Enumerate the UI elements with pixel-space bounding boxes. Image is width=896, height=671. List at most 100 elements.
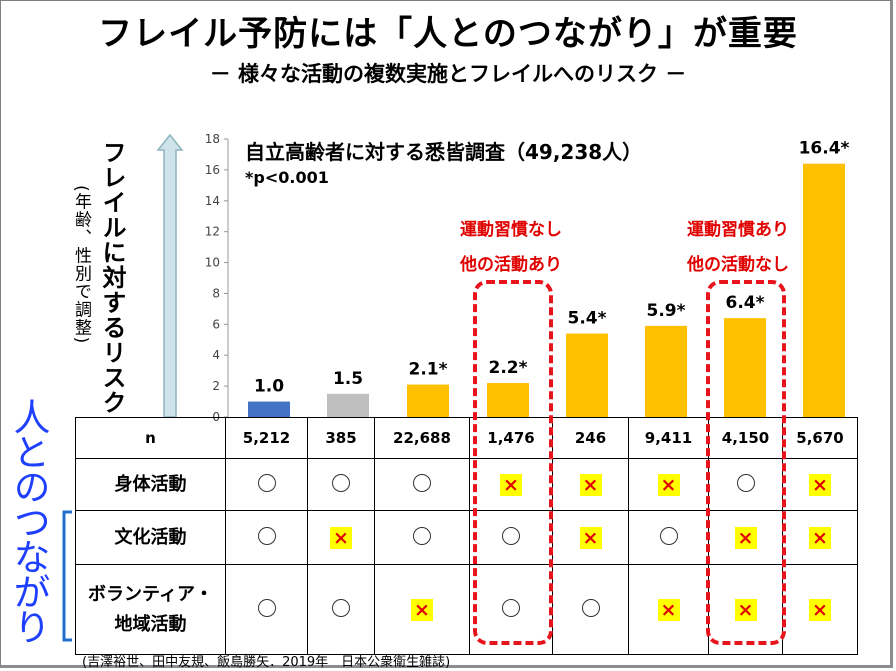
circle-mark: [502, 598, 520, 617]
circle-mark: [502, 526, 520, 545]
bar: [724, 318, 766, 417]
activity-cell: [552, 564, 629, 655]
bar-value-label: 1.5: [333, 369, 363, 389]
n-value: 22,688: [374, 417, 470, 459]
slide-subtitle: － 様々な活動の複数実施とフレイルへのリスク －: [209, 62, 687, 86]
table-row: ボランティア・地域活動 × × × ×: [75, 564, 858, 655]
circle-mark: [736, 473, 755, 492]
activity-cell: [708, 458, 783, 511]
callout-line: 他の活動なし: [687, 255, 789, 275]
callout-line: 他の活動あり: [460, 255, 562, 275]
callout-exercise-only: 運動習慣あり 他の活動なし: [663, 213, 813, 283]
activity-cell: ×: [708, 564, 783, 655]
row-label-cultural: 文化活動: [75, 510, 226, 565]
table-row: 文化活動 × × × ×: [75, 510, 858, 565]
activity-table: n 5,212 385 22,688 1,476 246 9,411 4,150…: [75, 417, 858, 655]
n-value: 246: [552, 417, 629, 459]
cross-mark: ×: [809, 526, 831, 549]
activity-cell: [225, 510, 308, 565]
circle-mark: [257, 598, 276, 617]
callout-no-exercise: 運動習慣なし 他の活動あり: [436, 213, 586, 283]
n-value: 9,411: [628, 417, 709, 459]
bar: [487, 383, 529, 417]
bar: [803, 163, 845, 417]
side-label: 人とのつながり: [7, 398, 50, 643]
activity-cell: ×: [469, 458, 553, 511]
circle-mark: [257, 526, 276, 545]
n-header: n: [75, 417, 226, 459]
risk-arrow: [156, 133, 184, 418]
slide-title: フレイル予防には「人とのつながり」が重要: [98, 14, 798, 54]
y-tick-label: 16: [205, 163, 220, 177]
cross-mark: ×: [500, 473, 522, 496]
n-value: 385: [307, 417, 375, 459]
y-tick-label: 18: [205, 132, 220, 146]
bar: [327, 393, 369, 417]
activity-cell: ×: [552, 458, 629, 511]
activity-cell: [469, 510, 553, 565]
cross-mark: ×: [579, 526, 602, 549]
activity-cell: [225, 564, 308, 655]
activity-cell: ×: [307, 510, 375, 565]
highlight-box-no-exercise: [473, 280, 553, 645]
activity-cell: ×: [552, 510, 629, 565]
activity-cell: ×: [628, 564, 709, 655]
activity-cell: ×: [374, 564, 470, 655]
bar-value-label: 2.2*: [488, 358, 527, 378]
circle-mark: [659, 526, 678, 545]
cross-mark: ×: [411, 598, 433, 621]
cross-mark: ×: [734, 598, 757, 621]
activity-cell: ×: [782, 564, 858, 655]
y-tick-label: 14: [205, 194, 220, 208]
activity-cell: ×: [782, 510, 858, 565]
callout-line: 運動習慣なし: [460, 220, 562, 240]
citation: (吉澤裕世、田中友規、飯島勝矢．2019年 日本公衆衛生雑誌): [82, 655, 451, 670]
circle-mark: [257, 473, 276, 492]
cross-mark: ×: [809, 598, 831, 621]
bar-value-label: 6.4*: [725, 293, 764, 313]
callout-line: 運動習慣あり: [687, 220, 789, 240]
y-tick-label: 12: [205, 225, 220, 239]
activity-cell: ×: [628, 458, 709, 511]
activity-cell: ×: [782, 458, 858, 511]
bar: [248, 401, 290, 417]
cross-mark: ×: [579, 473, 602, 496]
survey-note: 自立高齢者に対する悉皆調査（49,238人）: [245, 140, 643, 164]
bar-value-label: 2.1*: [408, 360, 447, 380]
y-tick-label: 4: [212, 348, 220, 362]
circle-mark: [332, 473, 350, 492]
bar: [645, 325, 687, 417]
bracket-line: [62, 510, 72, 642]
activity-cell: ×: [708, 510, 783, 565]
bar: [407, 384, 449, 417]
row-label-physical: 身体活動: [75, 458, 226, 511]
y-tick-label: 6: [212, 317, 220, 331]
circle-mark: [413, 473, 431, 492]
bar-value-label: 5.4*: [567, 309, 606, 329]
y-tick-label: 8: [212, 286, 220, 300]
table-row: 身体活動 × × × ×: [75, 458, 858, 511]
cross-mark: ×: [330, 526, 352, 549]
y-axis-sublabel: (年齢、性別で調整): [71, 185, 91, 345]
y-tick-label: 2: [212, 379, 220, 393]
activity-cell: [307, 458, 375, 511]
row-label-volunteer: ボランティア・地域活動: [75, 564, 226, 655]
circle-mark: [413, 526, 431, 545]
y-tick-label: 10: [205, 256, 220, 270]
y-axis-label: フレイルに対するリスク: [98, 140, 126, 415]
bar-value-label: 1.0: [254, 377, 284, 397]
n-value: 5,212: [225, 417, 308, 459]
n-value: 1,476: [469, 417, 553, 459]
p-value-note: *p<0.001: [245, 168, 329, 187]
cross-mark: ×: [734, 526, 757, 549]
cross-mark: ×: [657, 598, 680, 621]
cross-mark: ×: [657, 473, 680, 496]
highlight-box-exercise-only: [706, 280, 786, 645]
bar-value-label: 16.4*: [799, 139, 850, 159]
circle-mark: [581, 598, 600, 617]
activity-cell: [307, 564, 375, 655]
bar: [566, 333, 608, 417]
